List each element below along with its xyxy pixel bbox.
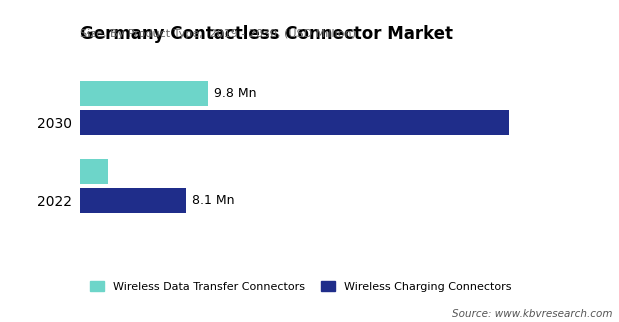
Text: 8.1 Mn: 8.1 Mn [193,194,235,207]
Bar [80,188,186,213]
Text: Size, By Product Type,  2019 - 2030, (USD Million): Size, By Product Type, 2019 - 2030, (USD… [80,29,357,39]
Text: Germany Contactless Connector Market: Germany Contactless Connector Market [80,25,454,43]
Legend: Wireless Data Transfer Connectors, Wireless Charging Connectors: Wireless Data Transfer Connectors, Wirel… [86,277,516,297]
Bar [80,159,108,184]
Text: Source: www.kbvresearch.com: Source: www.kbvresearch.com [452,309,613,319]
Bar [80,81,208,106]
Bar [80,110,509,135]
Text: 9.8 Mn: 9.8 Mn [214,87,257,100]
